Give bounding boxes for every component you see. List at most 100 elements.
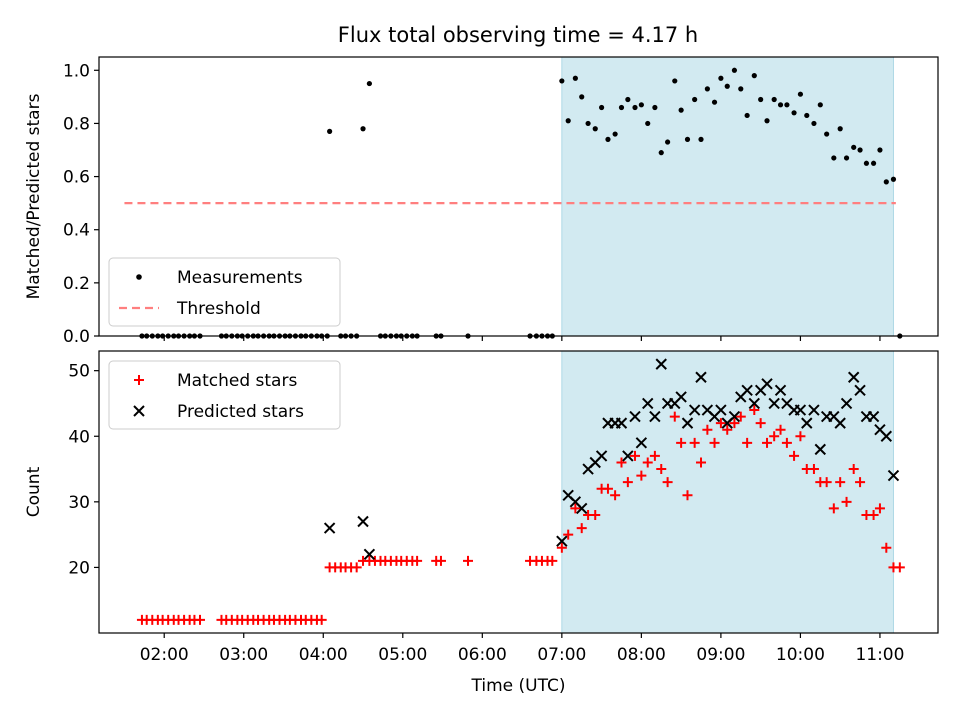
data-point <box>791 110 797 116</box>
data-point <box>559 78 565 84</box>
x-tick-label: 02:00 <box>140 645 189 665</box>
data-point <box>547 555 558 566</box>
data-point <box>316 614 327 625</box>
legend-label: Predicted stars <box>177 402 304 422</box>
data-point <box>612 131 618 137</box>
data-point <box>702 424 713 435</box>
data-point <box>718 75 724 81</box>
data-point <box>576 502 588 515</box>
x-tick-label: 06:00 <box>458 645 507 665</box>
y-tick-label: 0.6 <box>63 168 90 188</box>
y-axis-label: Count <box>24 466 44 517</box>
data-point <box>615 417 628 429</box>
data-point <box>556 535 568 547</box>
data-point <box>731 67 738 73</box>
data-point <box>695 371 707 383</box>
data-point <box>652 104 658 111</box>
data-point <box>854 384 866 397</box>
bottom-panel: 20 30 40 50 02:00 03:00 04:00 05:00 06:00 07:00 08… <box>24 350 939 696</box>
data-point <box>874 503 885 514</box>
data-point <box>831 155 837 161</box>
data-point <box>672 78 678 84</box>
data-point <box>741 384 753 397</box>
data-point <box>728 410 741 423</box>
data-point <box>797 91 804 97</box>
data-point <box>749 405 760 416</box>
legend-box <box>108 360 341 430</box>
data-point <box>585 120 591 127</box>
data-point <box>632 104 638 111</box>
data-point <box>762 437 773 448</box>
data-point <box>834 417 846 429</box>
data-point <box>711 99 718 105</box>
data-point <box>735 411 746 422</box>
legend-label: Threshold <box>176 299 261 319</box>
data-point <box>814 443 827 456</box>
data-point <box>841 496 852 507</box>
x-tick-label: 05:00 <box>378 645 427 665</box>
y-tick-label: 40 <box>68 427 90 447</box>
data-point <box>635 437 648 449</box>
data-point <box>658 150 664 156</box>
data-point <box>843 155 850 161</box>
data-point <box>676 437 687 448</box>
data-point <box>867 410 880 423</box>
data-point <box>769 431 780 442</box>
data-point <box>784 102 790 108</box>
data-point <box>656 464 667 475</box>
x-tick-label: 07:00 <box>537 645 586 665</box>
data-point <box>642 457 653 468</box>
data-point <box>602 483 613 494</box>
data-point <box>789 450 800 461</box>
data-point <box>877 147 883 153</box>
x-tick-label: 10:00 <box>776 645 825 665</box>
data-point <box>636 470 647 481</box>
data-point <box>599 104 605 111</box>
data-point <box>738 86 744 92</box>
legend-marker <box>133 405 145 417</box>
y-tick-label: 1.0 <box>63 61 90 81</box>
data-point <box>855 477 866 488</box>
legend-marker <box>134 375 144 385</box>
data-point <box>689 437 700 448</box>
data-point <box>857 147 863 153</box>
data-point <box>688 404 701 416</box>
x-tick-label: 04:00 <box>299 645 348 665</box>
legend-label: Measurements <box>177 268 303 288</box>
data-point <box>696 457 707 468</box>
data-point <box>590 509 601 520</box>
data-point <box>868 509 879 520</box>
data-point <box>768 397 780 410</box>
y-tick-label: 30 <box>68 493 90 513</box>
data-point <box>880 430 893 442</box>
data-point <box>748 397 761 410</box>
data-point <box>801 417 813 429</box>
data-point <box>887 469 900 482</box>
x-tick-label: 09:00 <box>696 645 745 665</box>
data-point <box>622 450 634 462</box>
data-point <box>692 96 698 103</box>
data-point <box>881 542 892 553</box>
legend-label: Matched stars <box>177 371 297 391</box>
data-point <box>556 542 567 553</box>
data-point <box>592 126 598 132</box>
data-point <box>811 120 817 127</box>
data-point <box>724 83 730 89</box>
data-point <box>357 515 369 528</box>
data-point <box>751 73 757 79</box>
data-point <box>758 96 764 103</box>
data-point <box>629 410 641 423</box>
data-point <box>366 80 372 87</box>
data-point <box>894 562 905 573</box>
data-point <box>675 391 687 403</box>
data-point <box>781 437 792 448</box>
data-point <box>678 107 684 113</box>
data-point <box>777 102 784 108</box>
data-point <box>764 118 770 124</box>
data-point <box>610 490 621 501</box>
data-point <box>360 126 366 132</box>
data-point <box>622 477 633 488</box>
data-point <box>848 464 859 475</box>
y-tick-label: 0.0 <box>63 327 90 347</box>
